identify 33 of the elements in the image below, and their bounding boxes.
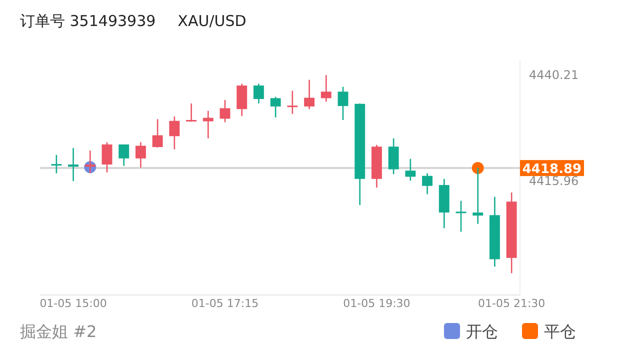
candlestick bbox=[135, 142, 146, 168]
candlestick bbox=[84, 150, 96, 174]
candlestick bbox=[405, 158, 416, 182]
candlestick bbox=[152, 118, 163, 148]
chart-title: 订单号 351493939 bbox=[20, 12, 156, 30]
candlestick bbox=[253, 83, 264, 104]
x-tick-label: 01-05 19:30 bbox=[343, 297, 410, 310]
candlestick bbox=[338, 86, 348, 121]
candlestick bbox=[456, 200, 466, 232]
candlestick bbox=[118, 144, 130, 166]
x-tick-label: 01-05 15:00 bbox=[40, 297, 107, 310]
ref-line-label: 4418.89 bbox=[522, 162, 582, 178]
candlestick bbox=[169, 116, 180, 150]
candlestick bbox=[51, 154, 62, 174]
candlestick bbox=[102, 142, 112, 174]
candlestick bbox=[68, 147, 79, 182]
candlestick bbox=[270, 96, 281, 118]
candlestick bbox=[388, 138, 399, 175]
chart-subtitle: XAU/USD bbox=[178, 12, 246, 30]
legend-label: 平仓 bbox=[544, 322, 576, 341]
candlestick bbox=[236, 83, 248, 117]
candlestick bbox=[202, 110, 214, 139]
x-tick-label: 01-05 21:30 bbox=[478, 297, 546, 310]
candlestick bbox=[304, 79, 315, 110]
candlestick bbox=[287, 90, 298, 115]
x-tick-label: 01-05 17:15 bbox=[191, 297, 259, 310]
y-tick-label: 4440.21 bbox=[529, 68, 579, 82]
legend-label: 开仓 bbox=[466, 322, 498, 341]
text: 掘金姐 #2 bbox=[20, 322, 97, 341]
candlestick bbox=[422, 172, 433, 195]
candlestick bbox=[186, 102, 197, 122]
candlestick bbox=[320, 74, 332, 102]
candlestick bbox=[220, 99, 230, 123]
